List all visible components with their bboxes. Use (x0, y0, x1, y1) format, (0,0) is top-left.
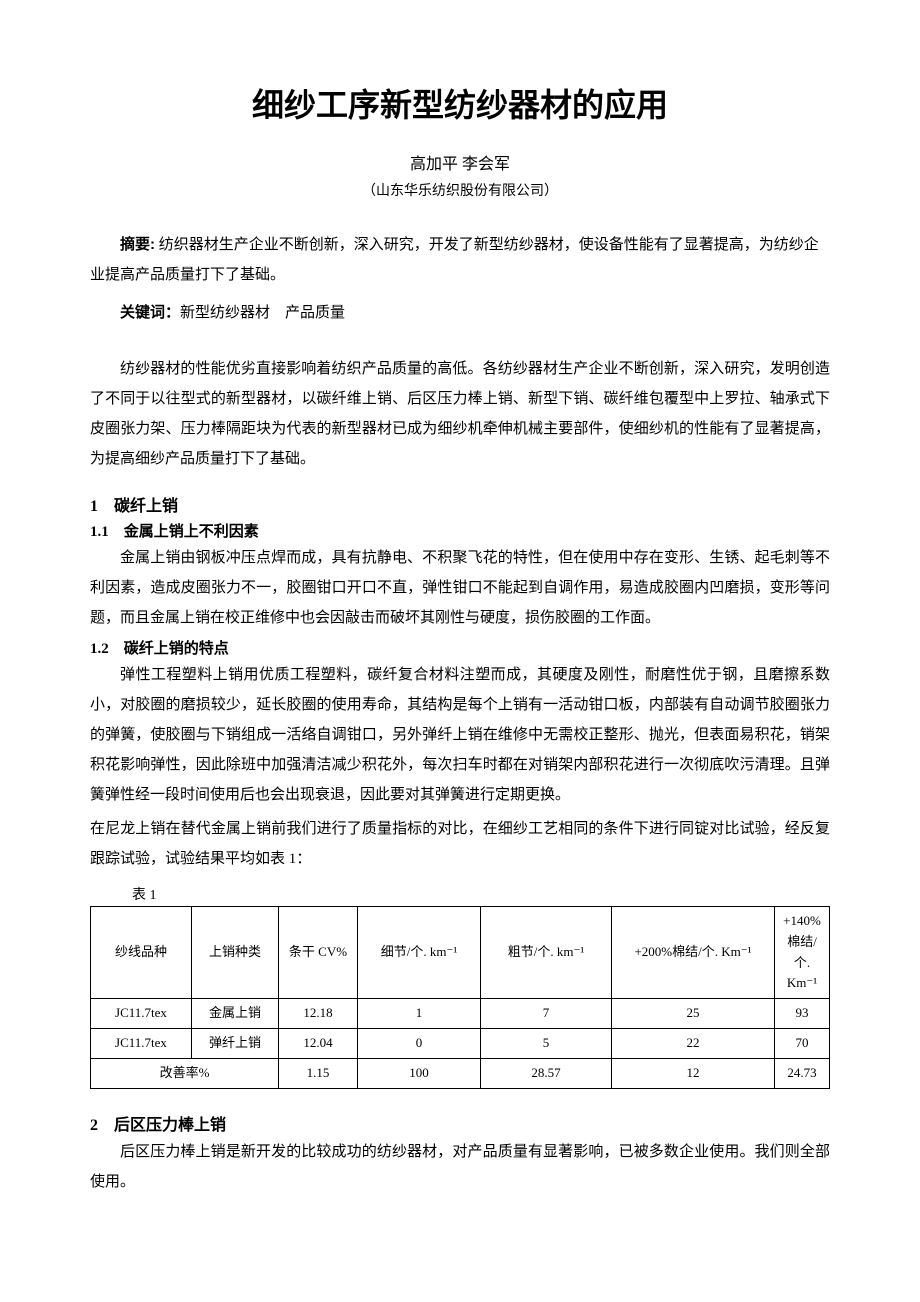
section-2-body: 后区压力棒上销是新开发的比较成功的纺纱器材，对产品质量有显著影响，已被多数企业使… (90, 1137, 830, 1197)
table-row: JC11.7tex 弹纤上销 12.04 0 5 22 70 (91, 1028, 830, 1058)
cell: 24.73 (775, 1058, 830, 1088)
cell: 弹纤上销 (192, 1028, 279, 1058)
section-1-1-body: 金属上销由钢板冲压点焊而成，具有抗静电、不积聚飞花的特性，但在使用中存在变形、生… (90, 543, 830, 633)
cell: 5 (481, 1028, 612, 1058)
keywords-text: 新型纺纱器材 产品质量 (180, 305, 345, 321)
section-1-1-heading: 1.1 金属上销上不利因素 (90, 520, 830, 541)
col-nep140: +140%棉结/个. Km⁻¹ (775, 907, 830, 999)
col-thick: 粗节/个. km⁻¹ (481, 907, 612, 999)
cell: 70 (775, 1028, 830, 1058)
abstract: 摘要: 纺织器材生产企业不断创新，深入研究，开发了新型纺纱器材，使设备性能有了显… (90, 230, 830, 290)
abstract-text: 纺织器材生产企业不断创新，深入研究，开发了新型纺纱器材，使设备性能有了显著提高，… (90, 237, 819, 283)
cell: 7 (481, 999, 612, 1029)
section-1-2-body-1: 弹性工程塑料上销用优质工程塑料，碳纤复合材料注塑而成，其硬度及刚性，耐磨性优于钢… (90, 660, 830, 810)
section-1-2-heading: 1.2 碳纤上销的特点 (90, 637, 830, 658)
document-title: 细纱工序新型纺纱器材的应用 (90, 80, 830, 126)
cell: 1.15 (279, 1058, 358, 1088)
authors: 高加平 李会军 (90, 150, 830, 174)
table-header-row: 纱线品种 上销种类 条干 CV% 细节/个. km⁻¹ 粗节/个. km⁻¹ +… (91, 907, 830, 999)
table-1: 纱线品种 上销种类 条干 CV% 细节/个. km⁻¹ 粗节/个. km⁻¹ +… (90, 906, 830, 1089)
keywords-label: 关键词： (120, 304, 180, 321)
cell: 12.18 (279, 999, 358, 1029)
cell: 100 (358, 1058, 481, 1088)
col-thin: 细节/个. km⁻¹ (358, 907, 481, 999)
section-1-heading: 1 碳纤上销 (90, 492, 830, 516)
cell: 1 (358, 999, 481, 1029)
table-improve-row: 改善率% 1.15 100 28.57 12 24.73 (91, 1058, 830, 1088)
cell: 22 (612, 1028, 775, 1058)
col-pin-type: 上销种类 (192, 907, 279, 999)
improve-label-cell: 改善率% (91, 1058, 279, 1088)
section-1-2-body-2: 在尼龙上销在替代金属上销前我们进行了质量指标的对比，在细纱工艺相同的条件下进行同… (90, 814, 830, 874)
cell: 12 (612, 1058, 775, 1088)
cell: 93 (775, 999, 830, 1029)
cell: JC11.7tex (91, 999, 192, 1029)
cell: 25 (612, 999, 775, 1029)
cell: 12.04 (279, 1028, 358, 1058)
cell: 28.57 (481, 1058, 612, 1088)
cell: JC11.7tex (91, 1028, 192, 1058)
intro-paragraph: 纺纱器材的性能优劣直接影响着纺织产品质量的高低。各纺纱器材生产企业不断创新，深入… (90, 354, 830, 474)
keywords: 关键词：新型纺纱器材 产品质量 (90, 298, 830, 328)
section-2-heading: 2 后区压力棒上销 (90, 1111, 830, 1135)
table-1-caption: 表 1 (132, 884, 830, 904)
col-yarn-type: 纱线品种 (91, 907, 192, 999)
col-nep200: +200%棉结/个. Km⁻¹ (612, 907, 775, 999)
table-row: JC11.7tex 金属上销 12.18 1 7 25 93 (91, 999, 830, 1029)
col-cv: 条干 CV% (279, 907, 358, 999)
abstract-label: 摘要: (120, 236, 155, 253)
cell: 金属上销 (192, 999, 279, 1029)
cell: 0 (358, 1028, 481, 1058)
affiliation: （山东华乐纺织股份有限公司） (90, 180, 830, 200)
